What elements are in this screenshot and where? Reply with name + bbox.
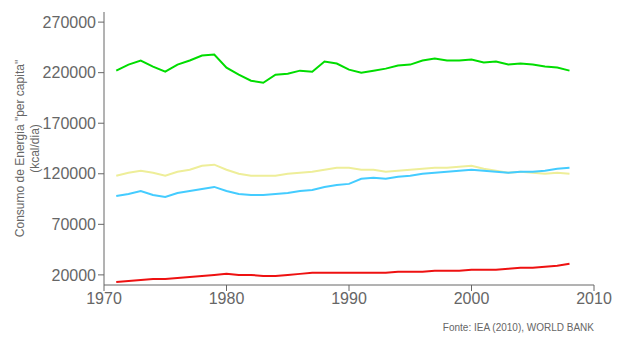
- html-text:Fonte: IEA (2010), WORLD BANK: Fonte: IEA (2010), WORLD BANK: [442, 322, 594, 333]
- svg-text:270000: 270000: [43, 14, 96, 31]
- svg-text:20000: 20000: [52, 267, 97, 284]
- svg-text:70000: 70000: [52, 216, 97, 233]
- svg-text:1980: 1980: [209, 290, 245, 307]
- svg-text:170000: 170000: [43, 115, 96, 132]
- svg-text:1970: 1970: [86, 290, 122, 307]
- svg-text:2000: 2000: [454, 290, 490, 307]
- svg-text:120000: 120000: [43, 165, 96, 182]
- svg-text:2010: 2010: [576, 290, 610, 307]
- svg-text:Consumo de Energia "per capita: Consumo de Energia "per capita"(kcal/dia…: [13, 60, 42, 237]
- svg-text:1990: 1990: [331, 290, 367, 307]
- svg-text:220000: 220000: [43, 64, 96, 81]
